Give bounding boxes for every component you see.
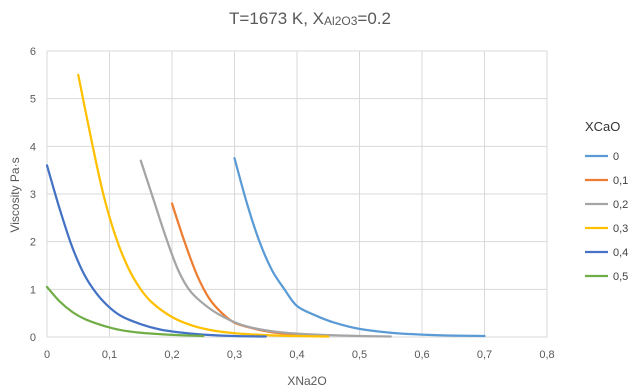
legend-entry-label: 0,5 [613,271,628,283]
series-line-0-1 [170,202,330,338]
legend-entry-label: 0,4 [613,247,628,259]
series-line-0-3 [77,73,330,338]
x-tick-label: 0,4 [289,349,304,361]
series-lines [45,73,486,338]
x-tick-label: 0,8 [539,349,554,361]
x-axis-label: XNa2O [287,374,326,387]
y-tick-label: 6 [30,46,36,58]
x-tick-label: 0,1 [102,349,117,361]
x-axis-ticks: 0 0,1 0,2 0,3 0,4 0,5 0,6 0,7 0,8 [44,349,555,361]
x-tick-label: 0,6 [414,349,429,361]
y-tick-label: 4 [30,141,36,153]
legend-entry-label: 0,2 [613,199,628,211]
legend-entry-label: 0,3 [613,223,628,235]
x-tick-label: 0,2 [164,349,179,361]
x-tick-label: 0 [44,349,50,361]
legend-title: XCaO [585,119,620,134]
x-tick-label: 0,3 [227,349,242,361]
legend-entry-label: 0 [613,151,619,163]
y-axis-ticks: 0 1 2 3 4 5 6 [30,46,36,344]
series-line-0-5 [45,285,205,338]
x-tick-label: 0,5 [352,349,367,361]
legend: XCaO 0 0,1 0,2 0,3 0,4 0,5 [585,119,628,283]
series-line-0-2 [139,159,392,338]
series-line-0 [233,157,486,338]
legend-entry-label: 0,1 [613,175,628,187]
gridlines [46,50,548,338]
y-tick-label: 3 [30,189,36,201]
y-tick-label: 0 [30,332,36,344]
series-line-0-4 [45,164,267,338]
y-tick-label: 1 [30,284,36,296]
y-axis-label: Viscosity Pa·s [8,157,22,232]
y-tick-label: 2 [30,237,36,249]
y-tick-label: 5 [30,94,36,106]
x-tick-label: 0,7 [477,349,492,361]
chart-title: T=1673 K, XAl2O3=0.2 [229,9,391,28]
